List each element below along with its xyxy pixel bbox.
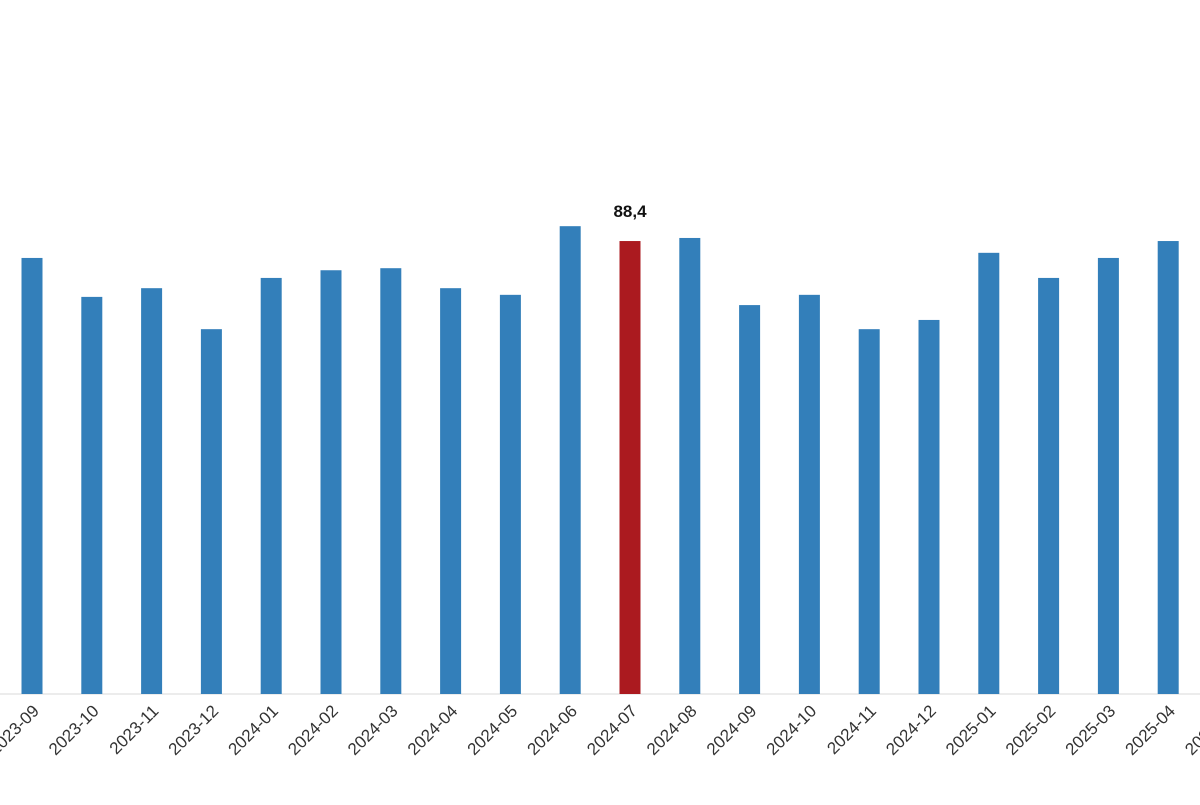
bar [619, 241, 641, 695]
bar [1157, 241, 1179, 695]
x-tick-label: 2023-09 [0, 701, 43, 759]
bar [1038, 277, 1060, 694]
bar [200, 329, 222, 694]
x-tick-label: 2024-12 [882, 701, 940, 759]
x-tick-label: 2024-09 [703, 701, 761, 759]
bar [320, 270, 342, 694]
x-tick-label: 2025-04 [1121, 701, 1179, 759]
bar [440, 288, 462, 694]
x-tick-label: 2024-08 [643, 701, 701, 759]
bar [1097, 257, 1119, 694]
bar [739, 305, 761, 694]
bar [260, 277, 282, 694]
x-tick-label: 2025-02 [1002, 701, 1060, 759]
value-label: 88,4 [613, 202, 647, 221]
x-tick-label: 2024-05 [464, 701, 522, 759]
bar [21, 257, 43, 694]
bar [81, 296, 103, 694]
x-tick-label: 2023-10 [45, 701, 103, 759]
bar [559, 226, 581, 694]
x-tick-label: 2024-10 [763, 701, 821, 759]
x-tick-label: 2024-04 [404, 701, 462, 759]
bar [918, 319, 940, 694]
bar [858, 329, 880, 694]
x-tick-label: 2024-02 [284, 701, 342, 759]
x-tick-label: 2024-11 [823, 701, 880, 758]
x-tick-label: 2024-07 [583, 701, 641, 759]
x-tick-label: 2025-01 [942, 701, 1000, 759]
bar [978, 252, 1000, 694]
bar [499, 294, 521, 694]
x-tick-label: 2024-03 [344, 701, 402, 759]
x-tick-label: 2025-03 [1062, 701, 1120, 759]
bar [798, 294, 820, 694]
bar [141, 288, 163, 694]
bar [380, 268, 402, 694]
bar [679, 237, 701, 695]
x-tick-label: 2023-12 [165, 701, 223, 759]
x-tick-label: 2024-01 [224, 701, 282, 759]
x-tick-label: 2023-11 [106, 701, 163, 758]
x-tick-label: 2024-06 [523, 701, 581, 759]
x-tick-label: 2025-05 [1181, 701, 1200, 759]
